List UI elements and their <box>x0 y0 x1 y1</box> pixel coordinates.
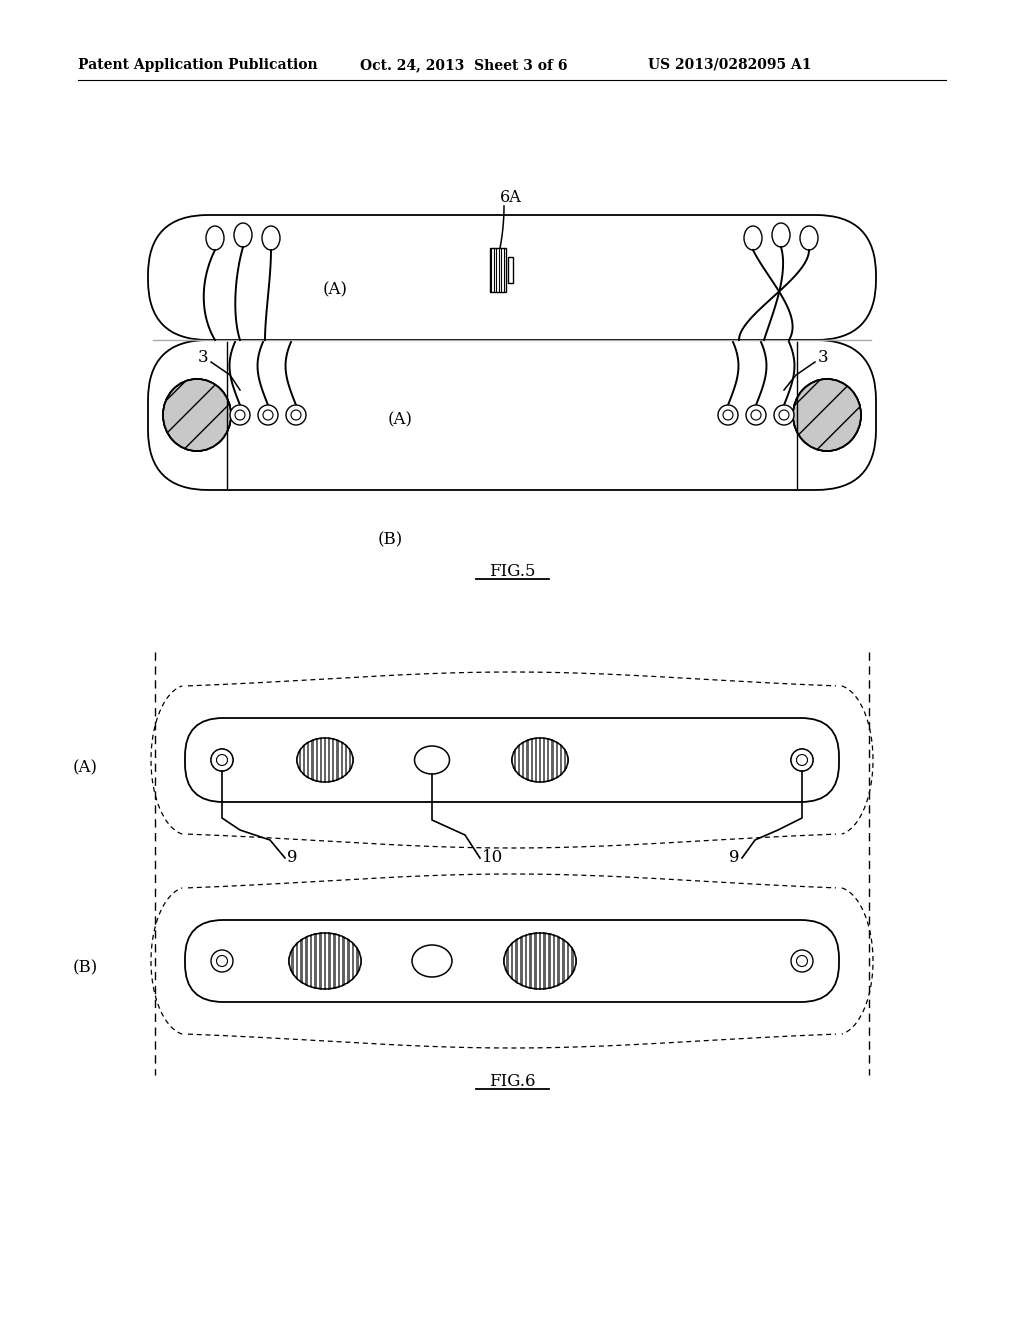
Text: Patent Application Publication: Patent Application Publication <box>78 58 317 73</box>
Text: (B): (B) <box>73 960 98 977</box>
Ellipse shape <box>772 223 790 247</box>
Ellipse shape <box>797 755 808 766</box>
Ellipse shape <box>791 950 813 972</box>
Ellipse shape <box>744 226 762 249</box>
Ellipse shape <box>211 748 233 771</box>
Ellipse shape <box>751 411 761 420</box>
Ellipse shape <box>258 405 278 425</box>
Text: 9: 9 <box>729 850 740 866</box>
Ellipse shape <box>746 405 766 425</box>
Text: FIG.5: FIG.5 <box>488 564 536 581</box>
FancyBboxPatch shape <box>185 718 839 803</box>
FancyBboxPatch shape <box>148 341 876 490</box>
Bar <box>508 257 513 282</box>
FancyBboxPatch shape <box>148 215 876 341</box>
Text: 9: 9 <box>287 850 298 866</box>
Ellipse shape <box>291 411 301 420</box>
Ellipse shape <box>512 738 568 781</box>
Ellipse shape <box>263 411 273 420</box>
Ellipse shape <box>415 746 450 774</box>
Ellipse shape <box>230 405 250 425</box>
Ellipse shape <box>211 950 233 972</box>
Ellipse shape <box>793 379 861 451</box>
Ellipse shape <box>206 226 224 249</box>
Ellipse shape <box>723 411 733 420</box>
Text: Oct. 24, 2013  Sheet 3 of 6: Oct. 24, 2013 Sheet 3 of 6 <box>360 58 567 73</box>
Text: 3: 3 <box>198 350 208 367</box>
Ellipse shape <box>297 738 353 781</box>
Ellipse shape <box>793 379 861 451</box>
Ellipse shape <box>163 379 231 451</box>
Text: (A): (A) <box>323 281 347 298</box>
Ellipse shape <box>774 405 794 425</box>
FancyBboxPatch shape <box>185 920 839 1002</box>
Ellipse shape <box>216 755 227 766</box>
Ellipse shape <box>797 956 808 966</box>
Ellipse shape <box>412 945 452 977</box>
Ellipse shape <box>289 933 361 989</box>
Ellipse shape <box>216 956 227 966</box>
Text: US 2013/0282095 A1: US 2013/0282095 A1 <box>648 58 811 73</box>
Text: (B): (B) <box>378 532 402 549</box>
Ellipse shape <box>504 933 575 989</box>
Bar <box>490 248 506 292</box>
Text: (A): (A) <box>387 412 413 429</box>
Ellipse shape <box>800 226 818 249</box>
Ellipse shape <box>262 226 280 249</box>
Text: (A): (A) <box>73 759 98 776</box>
Text: FIG.6: FIG.6 <box>488 1073 536 1090</box>
Text: 10: 10 <box>482 850 503 866</box>
Ellipse shape <box>286 405 306 425</box>
Ellipse shape <box>791 748 813 771</box>
Text: 3: 3 <box>818 350 828 367</box>
Ellipse shape <box>234 223 252 247</box>
Ellipse shape <box>718 405 738 425</box>
Ellipse shape <box>234 411 245 420</box>
Text: 6A: 6A <box>500 190 522 206</box>
Ellipse shape <box>163 379 231 451</box>
Ellipse shape <box>779 411 790 420</box>
